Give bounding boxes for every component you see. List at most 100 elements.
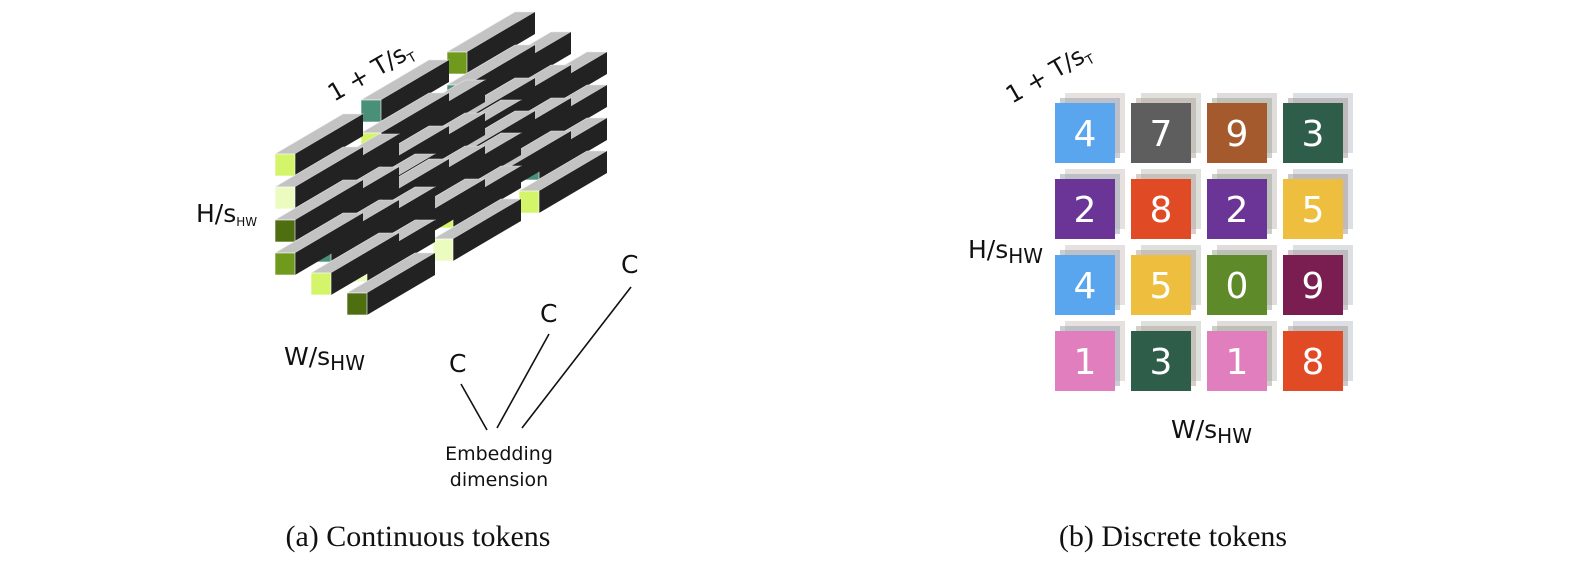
- token-cell: 5: [1131, 245, 1201, 315]
- bar-side-face: [381, 60, 449, 122]
- discrete-tokens-panel: 4 7 9 32 8 2 54 5 0 91 3 1 8 1 + T/sT H/sHW W/sHW (b…: [968, 42, 1353, 553]
- token-square: [1283, 179, 1343, 239]
- embedding-bars-group: [273, 11, 609, 316]
- bar-front-face: [310, 272, 332, 296]
- token-square: [1055, 179, 1115, 239]
- token-cell: 0: [1207, 245, 1277, 315]
- token-cell: 8: [1283, 321, 1353, 391]
- token-square: [1283, 331, 1343, 391]
- embedding-bar: [431, 198, 523, 262]
- token-value: 4: [1074, 114, 1097, 155]
- token-square: [1207, 255, 1267, 315]
- token-square: [1283, 255, 1343, 315]
- bar-side-face: [295, 114, 363, 176]
- panel-b-caption: (b) Discrete tokens: [1059, 520, 1287, 553]
- bar-side-face: [295, 213, 363, 275]
- bar-side-face: [453, 166, 521, 228]
- token-value: 0: [1226, 266, 1249, 307]
- bar-side-face: [331, 200, 399, 262]
- bar-front-face: [274, 153, 296, 177]
- token-value: 1: [1226, 342, 1249, 383]
- token-value: 1: [1074, 342, 1097, 383]
- token-square: [1131, 255, 1191, 315]
- token-value: 9: [1226, 114, 1249, 155]
- leader-line-2: [496, 333, 550, 429]
- embedding-bar: [273, 146, 365, 210]
- token-square: [1131, 103, 1191, 163]
- token-cell: 4: [1055, 93, 1125, 163]
- token-square: [1207, 331, 1267, 391]
- bar-side-face: [295, 147, 363, 209]
- bar-side-face: [367, 253, 435, 315]
- height-axis-label: H/sHW: [196, 199, 257, 229]
- token-square: [1131, 179, 1191, 239]
- token-cell: 8: [1131, 169, 1201, 239]
- channel-label-2: C: [540, 299, 557, 328]
- bar-front-face: [518, 190, 540, 214]
- token-square: [1131, 331, 1191, 391]
- bar-side-face: [331, 233, 399, 295]
- embedding-dimension-label-line1: Embedding: [445, 443, 553, 465]
- embedding-bar: [445, 11, 537, 75]
- token-value: 8: [1150, 190, 1173, 231]
- width-axis-label-b: W/sHW: [1171, 415, 1252, 448]
- token-grid: 4 7 9 3 2 8 2 5 4 5 0 9 1 3 1 8: [1055, 93, 1353, 391]
- bar-front-face: [432, 238, 454, 262]
- token-value: 2: [1074, 190, 1097, 231]
- bar-front-face: [360, 99, 382, 123]
- bar-front-face: [274, 252, 296, 276]
- embedding-bar: [359, 59, 451, 123]
- bar-side-face: [295, 180, 363, 242]
- channel-label-1: C: [449, 349, 466, 378]
- token-cell: 3: [1283, 93, 1353, 163]
- token-value: 8: [1302, 342, 1325, 383]
- panel-a-caption: (a) Continuous tokens: [286, 520, 551, 553]
- token-value: 3: [1150, 342, 1173, 383]
- height-axis-label-b: H/sHW: [968, 235, 1043, 268]
- token-cell: 9: [1283, 245, 1353, 315]
- token-cell: 1: [1207, 321, 1277, 391]
- token-value: 3: [1302, 114, 1325, 155]
- token-square: [1055, 103, 1115, 163]
- token-value: 9: [1302, 266, 1325, 307]
- continuous-tokens-panel: 1 + T/sT H/sHW W/sHW C C C Embedding dim…: [196, 11, 638, 553]
- token-value: 5: [1302, 190, 1325, 231]
- bar-front-face: [274, 219, 296, 243]
- bar-side-face: [539, 151, 607, 213]
- channel-label-3: C: [621, 250, 638, 279]
- token-cell: 4: [1055, 245, 1125, 315]
- token-square: [1283, 103, 1343, 163]
- token-square: [1055, 255, 1115, 315]
- token-value: 2: [1226, 190, 1249, 231]
- embedding-bar: [273, 212, 365, 276]
- token-cell: 9: [1207, 93, 1277, 163]
- width-axis-label: W/sHW: [284, 342, 365, 375]
- bar-front-face: [274, 186, 296, 210]
- embedding-bar: [345, 252, 437, 316]
- embedding-dimension-label-line2: dimension: [450, 469, 548, 491]
- embedding-bar: [517, 150, 609, 214]
- token-cell: 3: [1131, 321, 1201, 391]
- token-cell: 1: [1055, 321, 1125, 391]
- token-cell: 5: [1283, 169, 1353, 239]
- leader-line-3: [521, 286, 632, 429]
- token-cell: 2: [1207, 169, 1277, 239]
- token-square: [1207, 179, 1267, 239]
- token-value: 4: [1074, 266, 1097, 307]
- leader-line-1: [460, 383, 488, 431]
- bar-front-face: [346, 292, 368, 316]
- token-value: 7: [1150, 114, 1173, 155]
- token-cell: 7: [1131, 93, 1201, 163]
- embedding-bar: [273, 179, 365, 243]
- bar-side-face: [539, 118, 607, 180]
- embedding-bar: [309, 232, 401, 296]
- bar-front-face: [446, 51, 468, 75]
- embedding-bar: [273, 113, 365, 177]
- bar-side-face: [467, 12, 535, 74]
- token-square: [1207, 103, 1267, 163]
- token-square: [1055, 331, 1115, 391]
- token-cell: 2: [1055, 169, 1125, 239]
- bar-side-face: [367, 220, 435, 282]
- token-value: 5: [1150, 266, 1173, 307]
